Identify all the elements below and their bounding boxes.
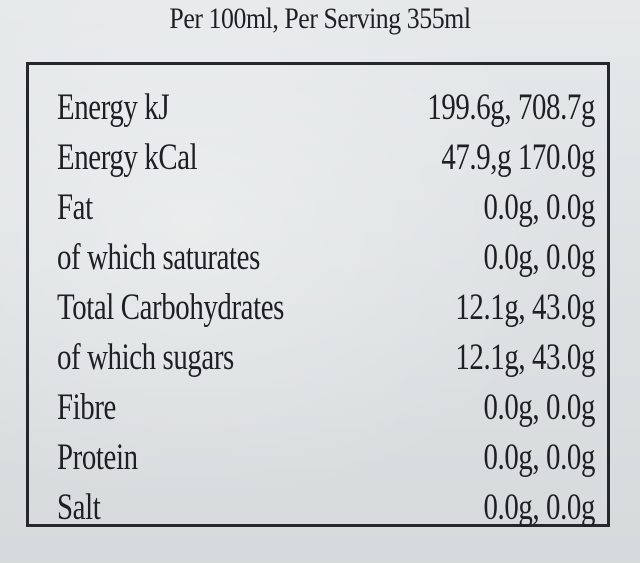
nutrient-row-salt: Salt 0.0g, 0.0g <box>57 483 595 533</box>
nutrient-row-energy-kj: Energy kJ 199.6g, 708.7g <box>57 83 595 133</box>
nutrient-name: of which sugars <box>57 337 234 378</box>
nutrient-row-sugars: of which sugars 12.1g, 43.0g <box>57 333 595 383</box>
nutrient-value: 0.0g, 0.0g <box>483 387 595 428</box>
nutrient-row-fibre: Fibre 0.0g, 0.0g <box>57 383 595 433</box>
nutrient-value: 47.9,g 170.0g <box>441 137 595 178</box>
nutrient-row-protein: Protein 0.0g, 0.0g <box>57 433 595 483</box>
nutrient-value: 0.0g, 0.0g <box>483 487 595 528</box>
nutrient-name: Salt <box>57 487 101 528</box>
nutrient-value: 0.0g, 0.0g <box>483 237 595 278</box>
nutrient-name: Energy kCal <box>57 137 198 178</box>
nutrient-name: of which saturates <box>57 237 260 278</box>
nutrient-value: 0.0g, 0.0g <box>483 187 595 228</box>
nutrient-name: Energy kJ <box>57 87 170 128</box>
nutrition-rows: Energy kJ 199.6g, 708.7g Energy kCal 47.… <box>57 83 595 533</box>
nutrient-value: 199.6g, 708.7g <box>427 87 595 128</box>
nutrient-value: 0.0g, 0.0g <box>483 437 595 478</box>
nutrient-row-fat: Fat 0.0g, 0.0g <box>57 183 595 233</box>
nutrient-value: 12.1g, 43.0g <box>455 287 595 328</box>
nutrient-row-saturates: of which saturates 0.0g, 0.0g <box>57 233 595 283</box>
nutrient-name: Protein <box>57 437 138 478</box>
nutrient-name: Total Carbohydrates <box>57 287 285 328</box>
nutrient-value: 12.1g, 43.0g <box>455 337 595 378</box>
nutrient-name: Fibre <box>57 387 116 428</box>
nutrient-row-energy-kcal: Energy kCal 47.9,g 170.0g <box>57 133 595 183</box>
nutrient-name: Fat <box>57 187 93 228</box>
nutrient-row-total-carbohydrates: Total Carbohydrates 12.1g, 43.0g <box>57 283 595 333</box>
serving-header: Per 100ml, Per Serving 355ml <box>169 2 471 35</box>
nutrition-table: Energy kJ 199.6g, 708.7g Energy kCal 47.… <box>26 62 610 528</box>
